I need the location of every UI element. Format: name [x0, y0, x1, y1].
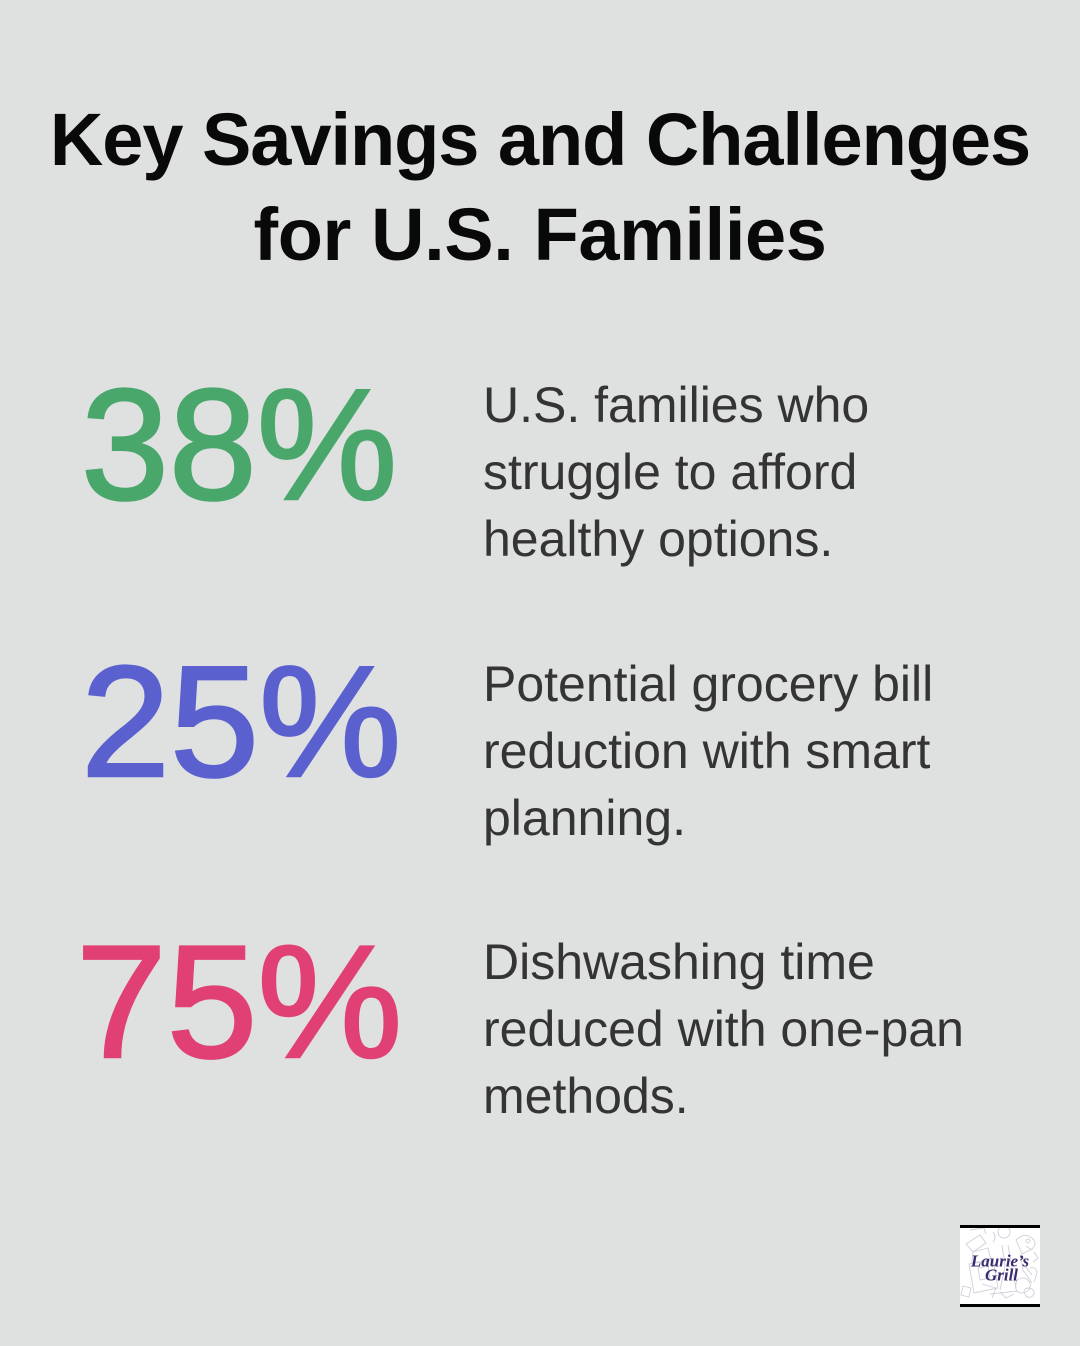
- svg-text:Laurie’s: Laurie’s: [970, 1252, 1030, 1271]
- svg-text:Grill: Grill: [985, 1266, 1018, 1285]
